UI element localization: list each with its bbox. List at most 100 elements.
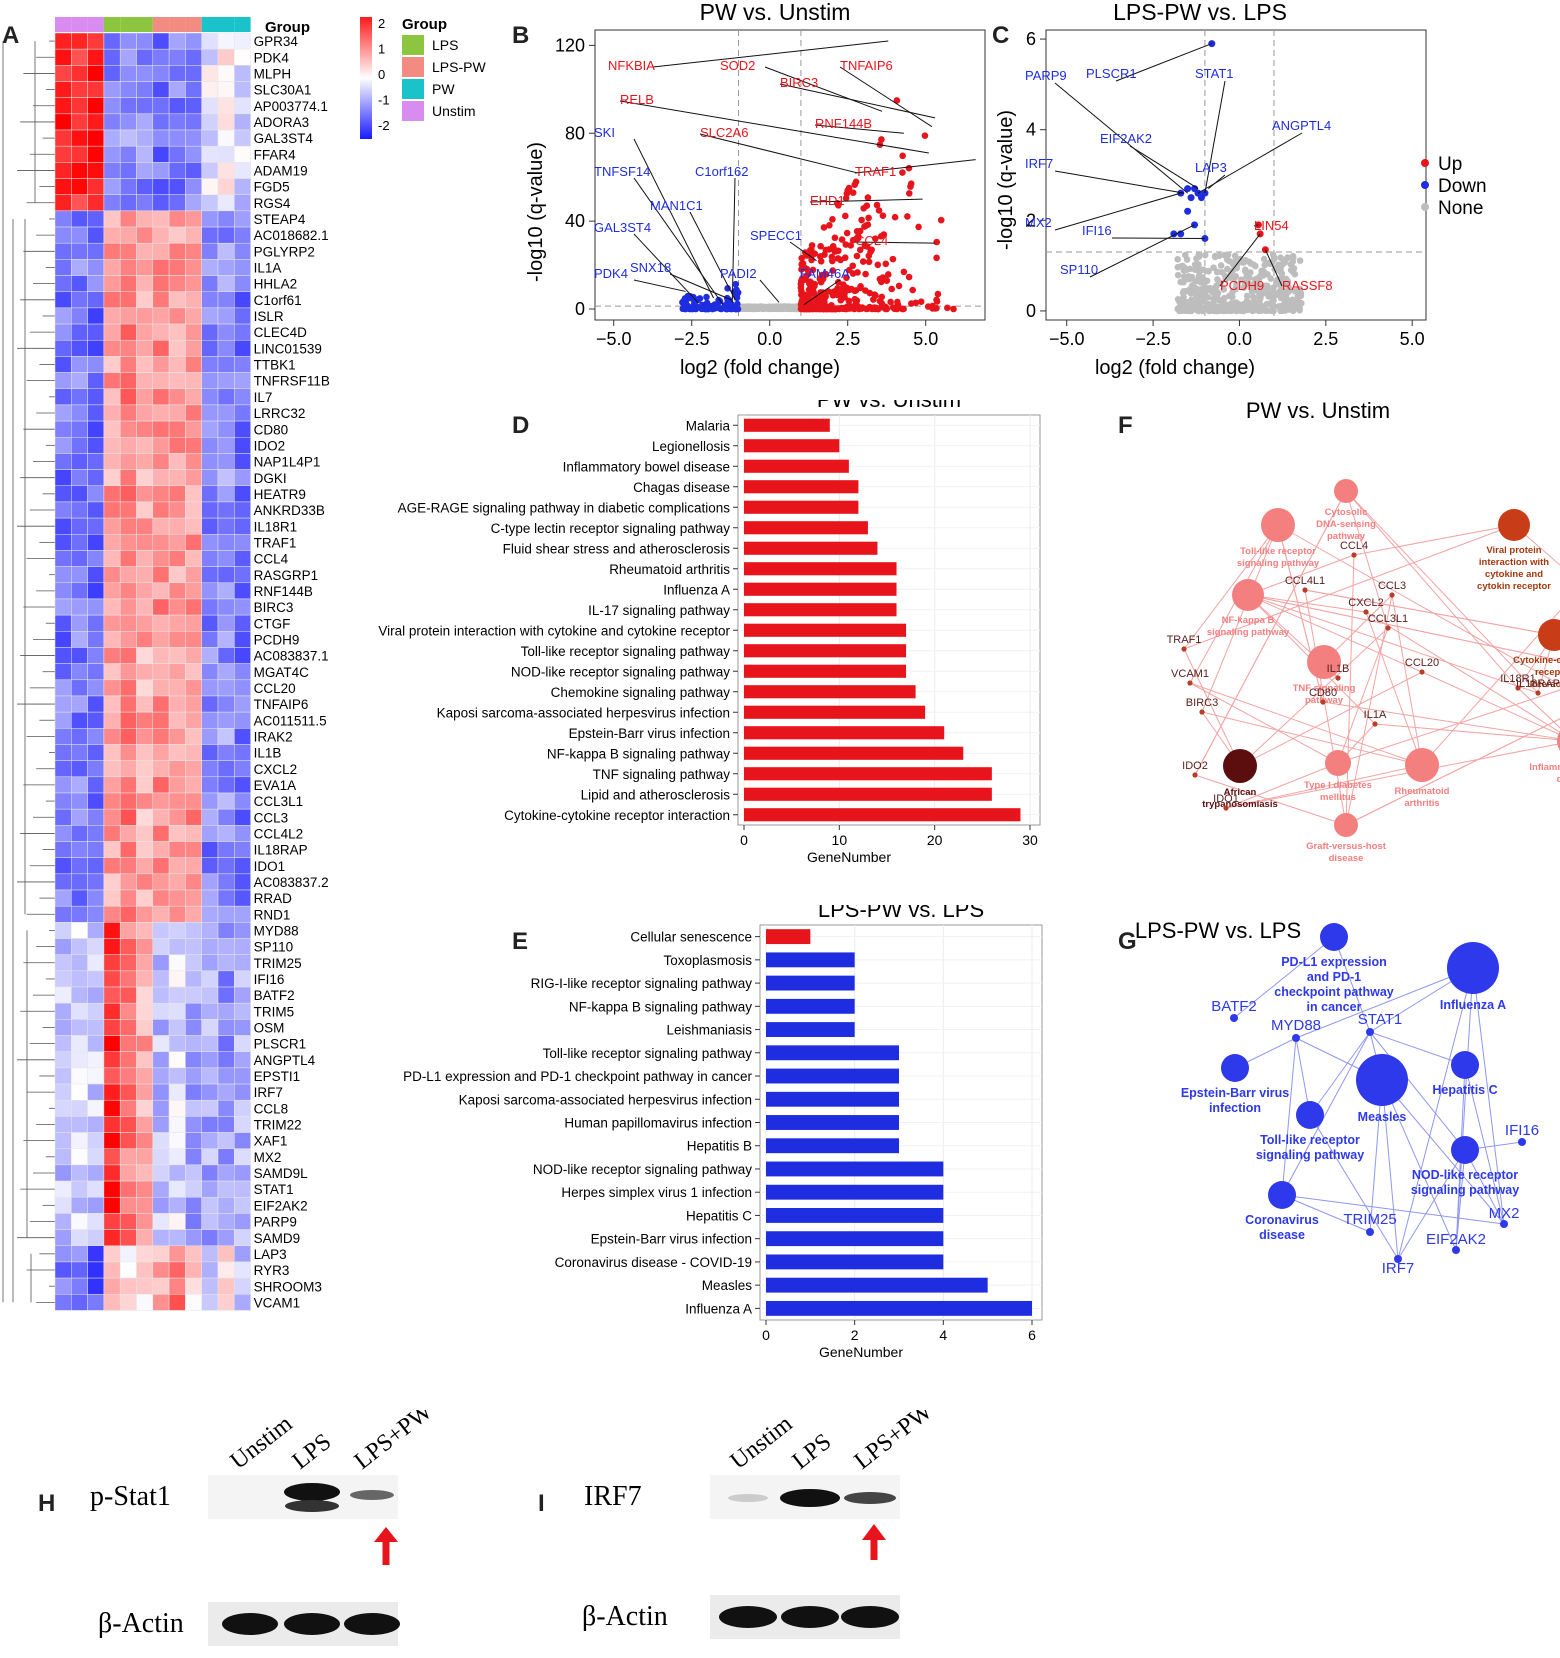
blot-i-row-2: β-Actin (582, 1601, 668, 1632)
network-edge (1247, 594, 1423, 673)
heatmap-cell (185, 178, 202, 195)
heatmap-cell (201, 275, 219, 292)
heatmap-group-title: Group (265, 19, 310, 36)
volcano-b-up-label: TNFAIP6 (840, 58, 893, 73)
network-edge (1464, 1064, 1505, 1225)
volcano-point (859, 304, 866, 311)
bar-category-label: Cytokine-cytokine receptor interaction (504, 808, 730, 823)
heatmap-cell (136, 1148, 154, 1166)
heatmap-cell (234, 1180, 251, 1198)
network-edge (1247, 594, 1560, 661)
heatmap-cell (87, 162, 105, 179)
volcano-b-up-label: RELB (620, 92, 654, 107)
heatmap-cell (54, 129, 72, 147)
x-tick-label: −5.0 (596, 329, 632, 349)
volcano-point (872, 235, 879, 242)
volcano-point (1215, 252, 1223, 260)
heatmap-cell (136, 825, 154, 842)
heatmap-cell (217, 388, 235, 406)
volcano-point (900, 305, 907, 313)
heatmap-cell (87, 437, 105, 454)
heatmap-cell (152, 1019, 170, 1036)
heatmap-cell (217, 372, 235, 389)
heatmap-cell (168, 841, 186, 858)
bar (766, 1091, 899, 1107)
heatmap-cell (201, 1051, 219, 1069)
heatmap-cell (136, 1213, 154, 1230)
volcano-point (858, 216, 865, 224)
heatmap-cell (54, 323, 72, 341)
volcano-point (714, 301, 721, 309)
pathway-label: mellitus (1320, 792, 1356, 803)
blot-lane-label: LPS+PW (850, 1410, 938, 1475)
heatmap-cell (136, 905, 154, 923)
heatmap-cell (136, 65, 154, 82)
pathway-label: checkpoint pathway (1274, 985, 1394, 999)
heatmap-cell (234, 776, 251, 794)
heatmap-gene-label: IL1A (254, 261, 282, 276)
heatmap-cell (217, 469, 235, 487)
pathway-label: Rheumatoid (1395, 786, 1450, 797)
gene-node (1515, 685, 1521, 691)
gene-node (1199, 709, 1205, 715)
heatmap-cell (71, 550, 88, 567)
volcano-point (1296, 257, 1304, 264)
heatmap-cell (87, 388, 105, 406)
group-bar-cell (103, 17, 121, 32)
heatmap-cell (185, 453, 202, 470)
pathway-node (1356, 1054, 1408, 1106)
heatmap-cell (87, 1261, 105, 1279)
pathway-label: signaling pathway (1411, 1183, 1519, 1197)
bar-category-label: Influenza A (685, 1301, 752, 1316)
heatmap-cell (185, 97, 202, 115)
label-leader (1115, 43, 1213, 82)
volcano-point (864, 194, 872, 201)
heatmap-cell (136, 1019, 154, 1036)
heatmap-cell (234, 339, 251, 357)
heatmap-gene-label: FFAR4 (254, 147, 297, 162)
volcano-point (838, 304, 845, 312)
volcano-c-frame (1045, 29, 1427, 321)
heatmap-cell (168, 226, 186, 244)
heatmap-cell (152, 129, 170, 147)
heatmap-cell (185, 517, 202, 535)
heatmap-cell (103, 1132, 121, 1149)
label-leader (854, 159, 976, 174)
volcano-point (748, 305, 756, 313)
volcano-point (1247, 260, 1255, 267)
heatmap-cell (54, 857, 72, 875)
volcano-point (921, 132, 929, 139)
heatmap-cell (201, 210, 219, 228)
bar-category-label: Human papillomavirus infection (564, 1116, 752, 1131)
heatmap-cell (168, 631, 186, 648)
heatmap-cell (152, 259, 170, 276)
volcano-point (853, 252, 861, 260)
volcano-point (1243, 292, 1251, 300)
gene-node (1385, 625, 1391, 631)
volcano-point (875, 207, 883, 214)
panel-label-g: G (1118, 928, 1137, 955)
volcano-point (1188, 296, 1195, 303)
heatmap-cell (185, 566, 202, 584)
volcano-point (687, 304, 695, 311)
heatmap-cell (201, 242, 219, 260)
heatmap-cell (54, 420, 72, 438)
gene-label: IDO1 (1213, 793, 1239, 805)
volcano-point (801, 264, 808, 271)
heatmap-panel: GPR34PDK4MLPHSLC30A1AP003774.1ADORA3GAL3… (2, 16, 486, 1311)
volcano-point (867, 248, 874, 256)
heatmap-cell (119, 388, 137, 406)
heatmap-cell (136, 1002, 154, 1020)
heatmap-cell (168, 792, 186, 810)
heatmap-cell (234, 1035, 251, 1052)
volcano-point (933, 296, 940, 304)
pathway-label: Cytokine-cytokine (1513, 655, 1560, 666)
heatmap-cell (119, 808, 137, 826)
heatmap-cell (71, 905, 88, 923)
heatmap-cell (119, 485, 137, 503)
heatmap-cell (119, 145, 137, 163)
heatmap-cell (185, 1116, 202, 1133)
heatmap-cell (168, 469, 186, 487)
